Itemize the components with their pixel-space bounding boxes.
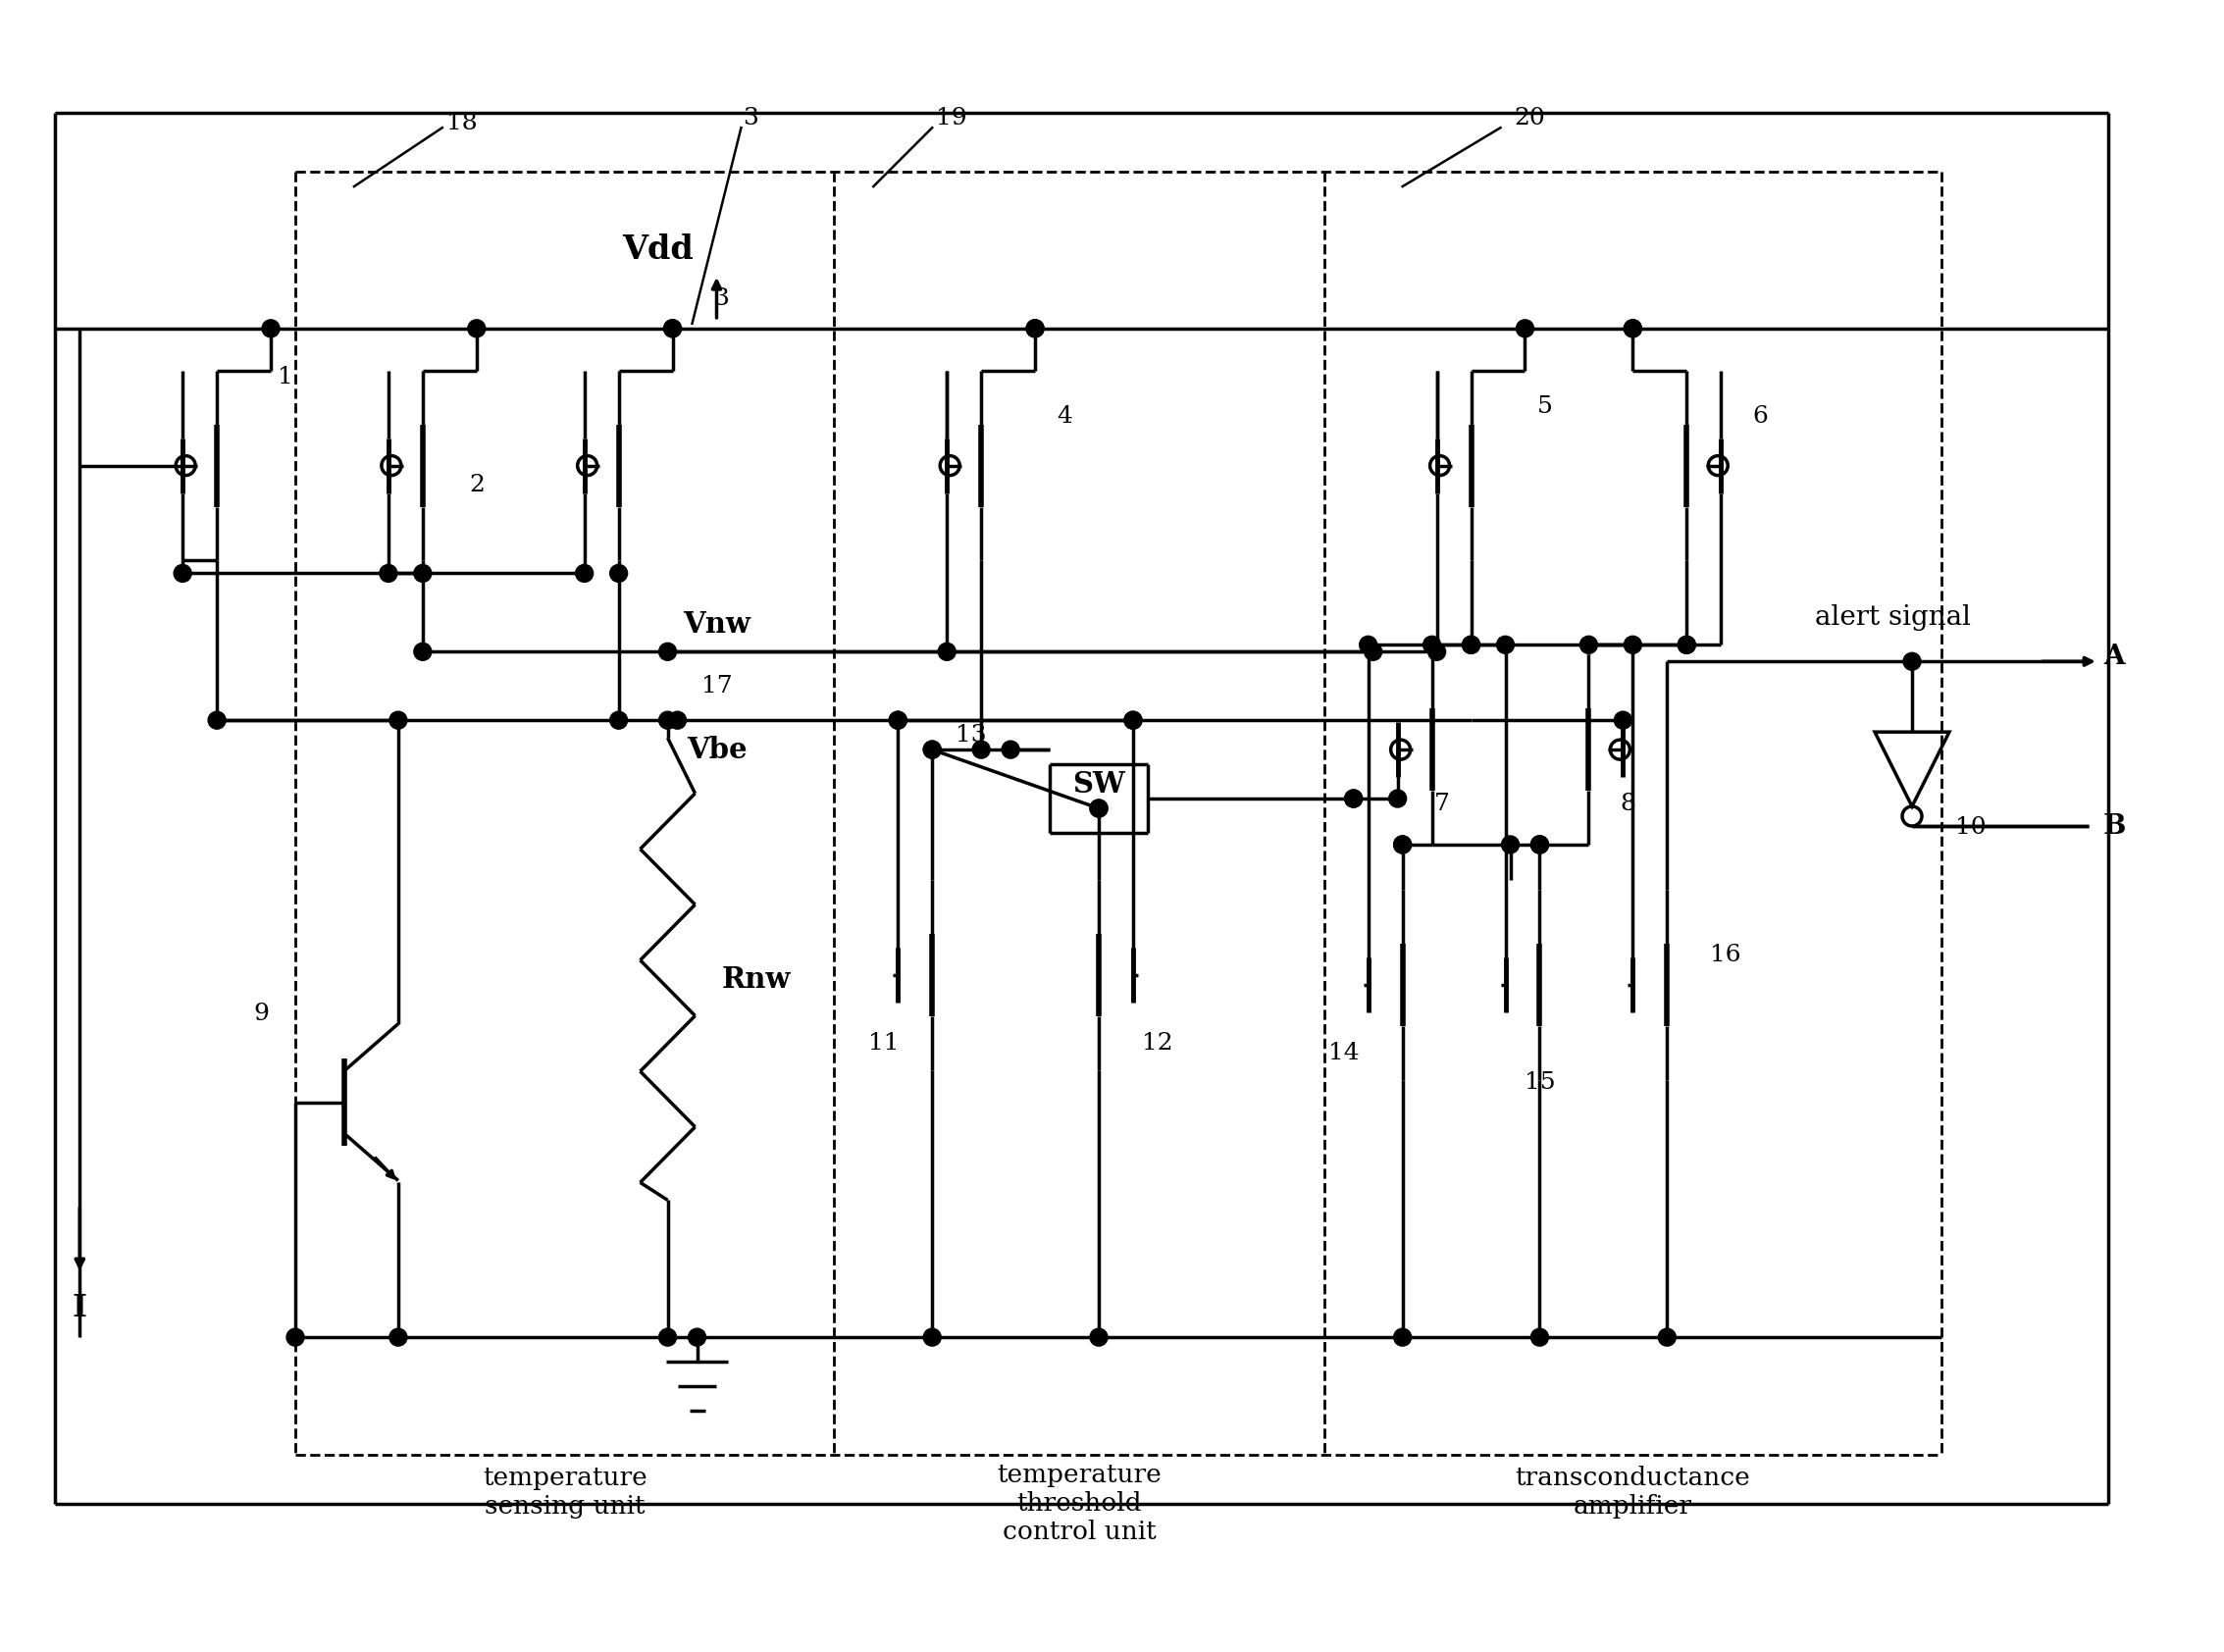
Text: 1: 1	[278, 367, 294, 388]
Circle shape	[1428, 643, 1446, 661]
Circle shape	[1090, 800, 1108, 818]
Circle shape	[1530, 836, 1548, 854]
Circle shape	[1624, 319, 1641, 337]
Text: 20: 20	[1515, 107, 1546, 129]
Circle shape	[1346, 790, 1363, 808]
Text: 13: 13	[956, 724, 987, 747]
Text: 18: 18	[447, 112, 478, 134]
Circle shape	[287, 1328, 305, 1346]
Circle shape	[609, 712, 627, 729]
Circle shape	[1025, 319, 1043, 337]
Circle shape	[1423, 636, 1441, 654]
Circle shape	[209, 712, 227, 729]
Circle shape	[1530, 836, 1548, 854]
Text: 10: 10	[1955, 816, 1986, 839]
Text: 8: 8	[1619, 793, 1635, 814]
Text: 9: 9	[254, 1003, 269, 1026]
Text: Vdd: Vdd	[623, 235, 694, 266]
Circle shape	[663, 319, 681, 337]
Text: 7: 7	[1434, 793, 1450, 814]
Circle shape	[1677, 636, 1695, 654]
Text: 3: 3	[743, 107, 758, 129]
Circle shape	[1125, 712, 1141, 729]
Circle shape	[890, 712, 907, 729]
Text: 5: 5	[1537, 395, 1552, 418]
Circle shape	[1090, 800, 1108, 818]
Circle shape	[1497, 636, 1515, 654]
Text: temperature
sensing unit: temperature sensing unit	[483, 1465, 647, 1518]
Circle shape	[1530, 836, 1548, 854]
Text: Vnw: Vnw	[683, 610, 749, 638]
Text: Rnw: Rnw	[721, 965, 790, 995]
Text: 2: 2	[469, 474, 485, 497]
Circle shape	[389, 712, 407, 729]
Text: SW: SW	[1072, 770, 1125, 798]
Text: temperature
threshold
control unit: temperature threshold control unit	[996, 1464, 1161, 1545]
Text: I: I	[73, 1292, 87, 1323]
Circle shape	[1125, 712, 1141, 729]
Circle shape	[1579, 636, 1597, 654]
Circle shape	[1001, 740, 1019, 758]
Circle shape	[663, 319, 681, 337]
Text: B: B	[2104, 813, 2126, 839]
Circle shape	[1025, 319, 1043, 337]
Circle shape	[1090, 1328, 1108, 1346]
Circle shape	[1363, 643, 1381, 661]
Text: 14: 14	[1328, 1042, 1359, 1064]
Circle shape	[1394, 836, 1412, 854]
Text: 6: 6	[1753, 405, 1768, 428]
Circle shape	[658, 712, 676, 729]
Circle shape	[1463, 636, 1479, 654]
Circle shape	[923, 740, 941, 758]
Circle shape	[890, 712, 907, 729]
Circle shape	[1388, 790, 1406, 808]
Circle shape	[1359, 636, 1377, 654]
Circle shape	[576, 565, 594, 582]
Circle shape	[467, 319, 485, 337]
Circle shape	[380, 565, 398, 582]
Circle shape	[414, 643, 431, 661]
Circle shape	[658, 643, 676, 661]
Circle shape	[1624, 636, 1641, 654]
Circle shape	[1346, 790, 1363, 808]
Circle shape	[173, 565, 191, 582]
Text: 17: 17	[701, 674, 732, 697]
Text: 15: 15	[1523, 1070, 1555, 1094]
Text: Vbe: Vbe	[687, 735, 747, 763]
Text: 16: 16	[1710, 943, 1741, 966]
Text: 11: 11	[867, 1032, 898, 1054]
Circle shape	[1530, 1328, 1548, 1346]
Text: 19: 19	[936, 107, 967, 129]
Circle shape	[414, 565, 431, 582]
Circle shape	[609, 565, 627, 582]
Circle shape	[1677, 636, 1695, 654]
Text: 4: 4	[1056, 405, 1072, 428]
Circle shape	[1463, 636, 1479, 654]
Circle shape	[923, 1328, 941, 1346]
Circle shape	[262, 319, 280, 337]
Circle shape	[1615, 712, 1632, 729]
Circle shape	[923, 740, 941, 758]
Text: A: A	[2104, 643, 2124, 669]
Circle shape	[939, 643, 956, 661]
Circle shape	[1501, 836, 1519, 854]
Text: transconductance
amplifier: transconductance amplifier	[1515, 1465, 1750, 1518]
Circle shape	[1394, 1328, 1412, 1346]
Circle shape	[1904, 653, 1922, 671]
Circle shape	[972, 740, 990, 758]
Circle shape	[658, 1328, 676, 1346]
Circle shape	[1517, 319, 1535, 337]
Circle shape	[687, 1328, 705, 1346]
Circle shape	[1624, 319, 1641, 337]
Text: 3: 3	[714, 287, 729, 311]
Circle shape	[389, 1328, 407, 1346]
Circle shape	[669, 712, 687, 729]
Text: 12: 12	[1143, 1032, 1172, 1054]
Circle shape	[1394, 836, 1412, 854]
Circle shape	[1659, 1328, 1677, 1346]
Text: alert signal: alert signal	[1815, 605, 1970, 631]
